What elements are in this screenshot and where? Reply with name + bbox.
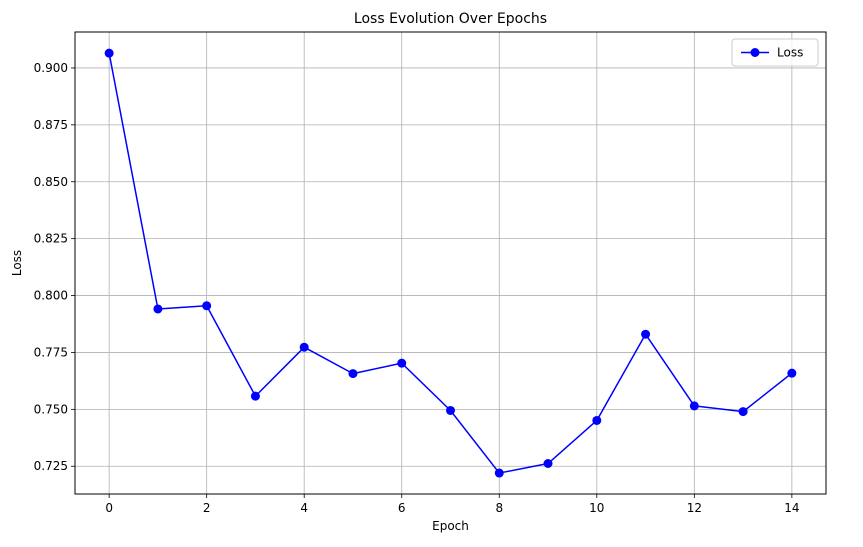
x-axis-label: Epoch [432,519,469,533]
data-point [641,329,651,339]
x-tick-label: 8 [495,501,503,515]
data-point [104,48,114,58]
data-point [299,342,309,352]
legend-marker-swatch [750,48,760,57]
series [104,48,797,478]
data-point [153,304,163,314]
x-tick-label: 2 [203,501,211,515]
data-point [494,468,504,478]
y-tick-label: 0.875 [34,118,68,132]
y-tick-label: 0.725 [34,459,68,473]
ticks: 0 2 4 6 8 10 12 14 0.725 0.750 0.775 0.800 0.825 0.85… [34,61,800,515]
x-tick-label: 6 [398,501,406,515]
y-tick-label: 0.750 [34,402,68,416]
x-tick-label: 12 [687,501,702,515]
data-point [202,301,212,311]
legend-box [731,38,819,67]
y-axis-label: Loss [10,250,24,276]
y-tick-label: 0.850 [34,175,68,189]
data-point [543,459,553,469]
x-tick-label: 14 [784,501,799,515]
grid [75,32,826,494]
data-point [250,391,260,401]
legend: Loss [731,38,819,67]
data-point [348,369,358,379]
y-tick-label: 0.900 [34,61,68,75]
y-tick-label: 0.775 [34,345,68,359]
data-point [397,358,407,368]
data-point [689,401,699,411]
plot-frame [74,31,827,495]
data-point [592,415,602,425]
x-tick-label: 10 [589,501,604,515]
data-point [738,407,748,417]
chart-title: Loss Evolution Over Epochs [354,11,547,27]
data-point [446,405,455,415]
y-tick-label: 0.800 [34,289,68,303]
data-point [787,368,797,378]
x-tick-label: 0 [105,501,113,515]
y-tick-label: 0.825 [34,232,68,246]
x-tick-label: 4 [300,501,308,515]
legend-entry-loss: Loss [777,46,803,60]
